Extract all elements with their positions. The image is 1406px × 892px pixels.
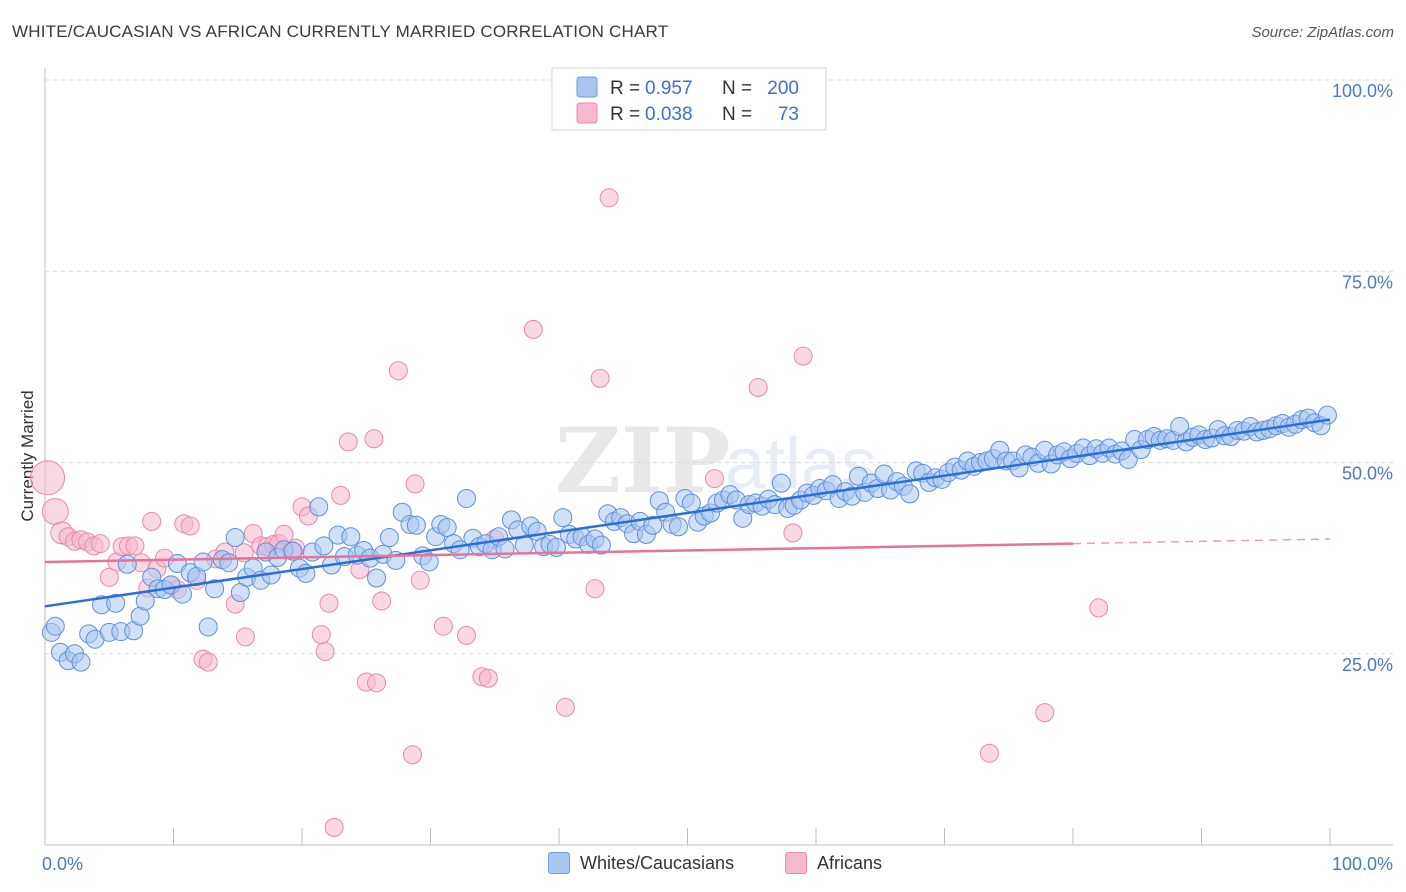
africans-point [478,668,498,688]
whites-point [117,554,137,574]
africans-point [99,567,119,587]
x-tick-label-max: 100.0% [1332,854,1393,874]
africans-point [704,469,724,489]
africans-point [410,570,430,590]
africans-point [403,745,423,765]
whites-point [669,517,689,537]
legend-r-label-1: R = [610,78,640,99]
whites-point [341,527,361,547]
source-label: Source: ZipAtlas.com [1251,24,1394,41]
whites-point [406,515,426,535]
africans-point [235,627,255,647]
x-ticks [44,828,1331,845]
whites-point [45,616,65,636]
africans-point [372,591,392,611]
africans-point [555,697,575,717]
whites-point [643,515,663,535]
legend-label-africans: Africans [817,852,883,873]
legend-swatch-africans [576,102,598,124]
africans-point [125,536,145,556]
whites-point [379,527,399,547]
whites-point [71,652,91,672]
watermark: ZIP atlas [555,408,877,514]
africans-point [793,346,813,366]
whites-point [172,584,192,604]
legend-label-whites: Whites/Caucasians [580,852,735,873]
whites-point [456,488,476,508]
legend-swatch-whites [576,76,598,98]
africans-point [590,368,610,388]
africans-point [783,523,803,543]
watermark-zip: ZIP [555,408,730,514]
whites-point [219,553,239,573]
africans-point [388,361,408,381]
africans-point [433,616,453,636]
whites-trend-line [44,418,1331,608]
africans-point [599,188,619,208]
y-tick-label-75: 75.0% [1342,272,1393,292]
africans-point [324,817,344,837]
whites-point [205,579,225,599]
africans-point [30,460,66,496]
whites-point [495,539,515,559]
legend-n-value-2: 73 [778,104,799,125]
legend-swatch-icon-whites [548,852,570,874]
whites-point [553,508,573,528]
africans-point [585,579,605,599]
whites-point [225,527,245,547]
whites-point [314,536,334,556]
africans-point [41,497,69,525]
legend-swatch-icon-africans [785,852,807,874]
y-tick-label-100: 100.0% [1332,81,1393,101]
whites-point [900,484,920,504]
africans-point [90,534,110,554]
stats-legend: R = 0.957 N = 200 R = 0.038 N = 73 [551,67,827,131]
whites-point [193,552,213,572]
whites-point [437,518,457,538]
y-tick-label-50: 50.0% [1342,464,1393,484]
africans-point [523,319,543,339]
africans-point [338,432,358,452]
legend-r-value-2: 0.038 [645,104,693,125]
whites-point [591,535,611,555]
africans-point [748,378,768,398]
whites-point [1118,449,1138,469]
africans-point [319,593,339,613]
africans-trend-extension [1072,538,1331,545]
whites-points [41,405,1337,672]
legend-n-label-1: N = [722,78,752,99]
legend-n-label-2: N = [722,104,752,125]
africans-point [331,485,351,505]
whites-point [283,541,303,561]
africans-point [180,516,200,536]
africans-point [456,625,476,645]
africans-point [311,625,331,645]
legend-item-whites[interactable]: Whites/Caucasians [548,852,734,874]
africans-point [979,743,999,763]
africans-point [367,673,387,693]
whites-point [419,552,439,572]
africans-point [1089,598,1109,618]
africans-point [142,511,162,531]
chart-title: WHITE/CAUCASIAN VS AFRICAN CURRENTLY MAR… [12,22,669,41]
legend-n-value-1: 200 [767,78,799,99]
africans-point [1035,703,1055,723]
y-tick-labels: 25.0% 50.0% 75.0% 100.0% [1332,81,1393,675]
whites-point [198,617,218,637]
y-tick-label-25: 25.0% [1342,655,1393,675]
africans-trend-line [44,542,1074,564]
africans-point [198,652,218,672]
whites-point [106,593,126,613]
legend-item-africans[interactable]: Africans [785,852,882,874]
x-tick-label-min: 0.0% [42,854,83,874]
africans-point [405,474,425,494]
whites-point [771,473,791,493]
africans-point [364,429,384,449]
legend-r-value-1: 0.957 [645,78,693,99]
whites-point [309,497,329,517]
whites-point [367,568,387,588]
africans-point [315,641,335,661]
legend-r-label-2: R = [610,104,640,125]
